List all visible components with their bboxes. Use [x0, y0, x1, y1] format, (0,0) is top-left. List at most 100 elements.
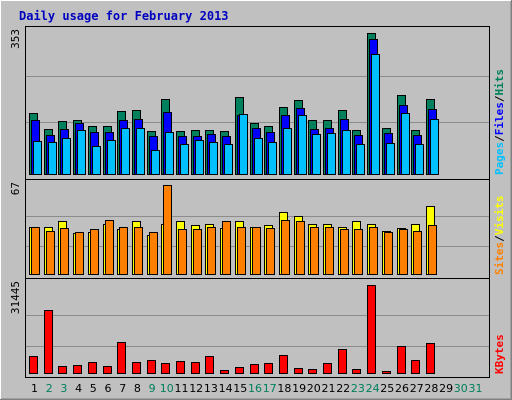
top-bar-pages-day-1: [33, 141, 42, 175]
day-label-21: 21: [322, 382, 336, 395]
middle-bar-sites-day-6: [105, 220, 114, 275]
day-label-29: 29: [439, 382, 453, 395]
top-bars: [29, 33, 439, 175]
legend-visits: Visits: [493, 196, 506, 236]
legend-files: Files: [493, 102, 506, 135]
legend-sep-3: /: [493, 235, 506, 242]
middle-bar-sites-day-20: [310, 227, 319, 275]
day-label-12: 12: [189, 382, 203, 395]
day-label-28: 28: [424, 382, 438, 395]
bottom-bar-kbytes-day-18: [279, 355, 288, 374]
top-bar-pages-day-10: [165, 132, 174, 175]
top-bar-pages-day-25: [386, 143, 395, 175]
bottom-bar-kbytes-day-10: [161, 363, 170, 374]
middle-bar-sites-day-17: [266, 228, 275, 275]
day-label-8: 8: [134, 382, 141, 395]
day-label-24: 24: [366, 382, 380, 395]
middle-bar-sites-day-25: [384, 232, 393, 275]
top-bar-pages-day-20: [312, 134, 321, 175]
bottom-panel: 31445 KBytes: [9, 278, 506, 378]
day-label-4: 4: [75, 382, 82, 395]
middle-bar-sites-day-23: [354, 229, 363, 275]
top-bar-pages-day-26: [401, 113, 410, 175]
middle-bar-sites-day-4: [75, 232, 84, 275]
bottom-bar-kbytes-day-7: [117, 342, 126, 374]
middle-bar-sites-day-8: [134, 227, 143, 275]
middle-bar-sites-day-27: [413, 231, 422, 275]
top-max-label: 353: [9, 29, 22, 49]
middle-bar-sites-day-26: [399, 229, 408, 275]
day-label-17: 17: [263, 382, 277, 395]
middle-bar-sites-day-16: [252, 227, 261, 275]
bottom-max-label: 31445: [9, 281, 22, 314]
top-bar-pages-day-13: [209, 142, 218, 175]
day-label-9: 9: [149, 382, 156, 395]
bottom-bar-kbytes-day-9: [147, 360, 156, 374]
top-panel: 353 Pages/Files/Hits: [9, 26, 506, 180]
bottom-bar-kbytes-day-23: [352, 369, 361, 374]
legend-sites: Sites: [493, 242, 506, 275]
legend-kbytes: KBytes: [493, 334, 506, 374]
bottom-bar-kbytes-day-21: [323, 363, 332, 374]
day-label-14: 14: [219, 382, 233, 395]
top-bar-pages-day-16: [254, 138, 263, 175]
bottom-bar-kbytes-day-11: [176, 361, 185, 374]
day-label-11: 11: [175, 382, 189, 395]
middle-bar-sites-day-7: [119, 227, 128, 275]
middle-bar-sites-day-18: [281, 220, 290, 275]
day-label-18: 18: [277, 382, 291, 395]
day-label-7: 7: [119, 382, 126, 395]
top-bar-pages-day-21: [327, 133, 336, 175]
legend-hits: Hits: [493, 69, 506, 96]
middle-bar-sites-day-5: [90, 229, 99, 275]
top-bar-pages-day-15: [239, 114, 248, 175]
day-label-13: 13: [204, 382, 218, 395]
middle-bar-sites-day-24: [369, 227, 378, 275]
bottom-bar-kbytes-day-15: [235, 367, 244, 374]
top-bar-pages-day-22: [342, 130, 351, 175]
middle-panel: 67 Sites/Visits: [9, 179, 506, 279]
top-bar-pages-day-18: [283, 128, 292, 175]
middle-max-label: 67: [9, 182, 22, 195]
day-label-25: 25: [380, 382, 394, 395]
middle-bar-sites-day-19: [296, 221, 305, 275]
middle-bar-sites-day-3: [60, 228, 69, 275]
middle-bar-sites-day-22: [340, 229, 349, 275]
top-bar-pages-day-28: [430, 119, 439, 175]
top-bar-pages-day-6: [107, 140, 116, 175]
middle-legend: Sites/Visits: [493, 196, 506, 276]
middle-bar-sites-day-14: [222, 221, 231, 275]
middle-bar-sites-day-10: [163, 185, 172, 275]
bottom-gridlines: [26, 315, 489, 347]
bottom-bar-kbytes-day-16: [250, 364, 259, 374]
bottom-bar-kbytes-day-26: [397, 346, 406, 374]
bottom-bar-kbytes-day-12: [191, 362, 200, 374]
day-label-10: 10: [160, 382, 174, 395]
top-gridlines: [26, 76, 489, 123]
middle-bar-sites-day-12: [193, 229, 202, 275]
top-bar-pages-day-19: [298, 115, 307, 175]
day-label-31: 31: [469, 382, 483, 395]
middle-bar-sites-day-2: [46, 231, 55, 275]
top-bar-pages-day-14: [224, 144, 233, 175]
bottom-bar-kbytes-day-22: [338, 349, 347, 374]
day-label-23: 23: [351, 382, 365, 395]
bottom-bar-kbytes-day-2: [44, 310, 53, 374]
day-label-1: 1: [31, 382, 38, 395]
bottom-bar-kbytes-day-1: [29, 356, 38, 374]
bottom-bar-kbytes-day-3: [58, 366, 67, 374]
bottom-bar-kbytes-day-8: [132, 362, 141, 374]
middle-bar-sites-day-9: [149, 232, 158, 275]
day-label-27: 27: [410, 382, 424, 395]
chart-title: Daily usage for February 2013: [19, 9, 229, 23]
top-bar-pages-day-24: [371, 54, 380, 175]
top-bar-pages-day-5: [92, 146, 101, 175]
day-label-5: 5: [90, 382, 97, 395]
bottom-bar-kbytes-day-5: [88, 362, 97, 374]
top-bar-pages-day-4: [77, 130, 86, 175]
day-label-19: 19: [292, 382, 306, 395]
bottom-bar-kbytes-day-20: [308, 369, 317, 374]
day-label-15: 15: [233, 382, 247, 395]
top-bar-pages-day-23: [356, 144, 365, 175]
